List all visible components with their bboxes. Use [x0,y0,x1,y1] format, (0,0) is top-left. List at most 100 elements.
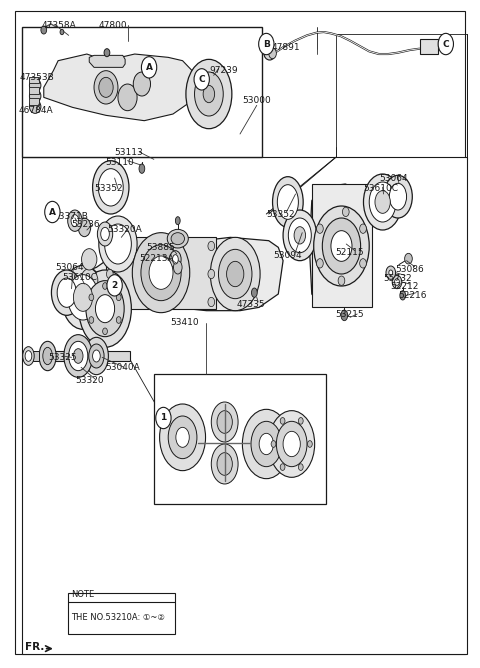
Circle shape [142,57,157,78]
Circle shape [89,294,94,301]
Text: 2: 2 [111,281,118,290]
Circle shape [317,224,323,233]
Bar [154,374,326,504]
Ellipse shape [104,49,110,57]
Ellipse shape [323,218,360,274]
Ellipse shape [210,237,260,311]
Circle shape [308,441,312,448]
Ellipse shape [89,344,104,368]
Ellipse shape [264,47,276,60]
Bar [22,158,468,654]
Ellipse shape [269,48,276,59]
Ellipse shape [363,174,402,230]
Ellipse shape [341,310,348,321]
Ellipse shape [259,434,274,455]
Text: 52212: 52212 [391,282,419,291]
Text: NOTE: NOTE [72,590,95,599]
Text: 53236: 53236 [72,220,100,228]
Text: 47800: 47800 [99,21,127,30]
Ellipse shape [29,90,41,103]
Ellipse shape [314,206,369,286]
Text: 53325: 53325 [48,353,77,362]
Ellipse shape [51,270,82,315]
Polygon shape [29,98,39,105]
Ellipse shape [82,248,97,270]
Text: 47335: 47335 [237,300,265,309]
Ellipse shape [173,261,182,274]
Circle shape [45,201,60,222]
Ellipse shape [149,256,173,289]
Ellipse shape [227,261,244,287]
Ellipse shape [39,341,56,371]
Ellipse shape [118,84,137,111]
Ellipse shape [384,175,412,218]
Ellipse shape [93,161,129,214]
Polygon shape [89,55,125,67]
Circle shape [259,33,274,55]
Ellipse shape [68,210,82,231]
Ellipse shape [273,176,303,227]
Circle shape [299,464,303,470]
Text: 52115: 52115 [336,248,364,257]
Ellipse shape [283,210,317,261]
Text: A: A [145,63,153,72]
Circle shape [89,317,94,323]
Ellipse shape [93,350,100,362]
Ellipse shape [99,77,113,98]
Ellipse shape [395,279,399,285]
Ellipse shape [283,432,300,457]
Text: 53371B: 53371B [53,212,88,221]
Text: 53885: 53885 [147,243,175,252]
Circle shape [103,283,108,289]
Ellipse shape [23,347,34,365]
Ellipse shape [60,29,64,35]
Ellipse shape [84,337,108,375]
Ellipse shape [405,253,412,264]
Ellipse shape [69,341,88,371]
Ellipse shape [218,249,252,299]
Ellipse shape [167,229,188,248]
Text: C: C [198,75,205,84]
Text: 47353B: 47353B [20,73,55,82]
Circle shape [107,241,113,250]
Text: 53215: 53215 [336,309,364,319]
Text: 46784A: 46784A [19,106,53,114]
Ellipse shape [217,411,232,434]
Circle shape [116,317,121,323]
Ellipse shape [105,224,132,264]
Ellipse shape [133,72,151,96]
Ellipse shape [25,351,32,361]
Ellipse shape [29,100,41,114]
Ellipse shape [186,59,232,129]
Circle shape [156,407,171,429]
Ellipse shape [269,411,315,478]
Circle shape [438,33,454,55]
Text: B: B [263,39,270,49]
Ellipse shape [194,72,223,116]
Ellipse shape [139,164,145,174]
Text: 53352: 53352 [266,210,295,218]
Text: 47891: 47891 [271,43,300,52]
Text: 53000: 53000 [242,96,271,105]
Ellipse shape [389,270,393,275]
Ellipse shape [175,216,180,224]
Text: 53113: 53113 [115,148,144,157]
Circle shape [299,418,303,424]
Circle shape [280,464,285,470]
Ellipse shape [159,404,205,471]
Ellipse shape [171,232,184,244]
Text: 52216: 52216 [398,291,426,300]
Ellipse shape [99,216,137,272]
Ellipse shape [41,26,47,34]
Ellipse shape [217,453,232,476]
Text: C: C [443,39,449,49]
Ellipse shape [392,275,402,289]
Ellipse shape [97,222,113,246]
Bar [68,593,175,634]
Text: 47358A: 47358A [41,21,76,30]
Circle shape [317,259,323,268]
Ellipse shape [81,269,98,293]
Polygon shape [29,88,39,94]
Circle shape [280,418,285,424]
Circle shape [342,207,349,216]
